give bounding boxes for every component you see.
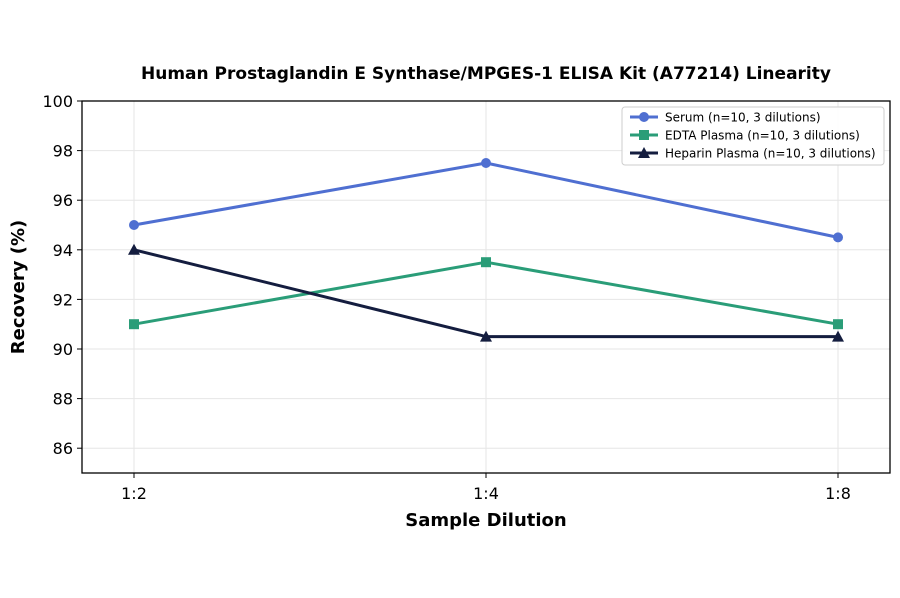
data-point — [128, 243, 140, 255]
y-tick-label: 100 — [42, 92, 73, 111]
x-tick-label: 1:2 — [121, 484, 147, 503]
y-tick-label: 86 — [53, 439, 73, 458]
data-point — [129, 220, 139, 230]
legend-marker — [639, 130, 649, 140]
legend: Serum (n=10, 3 dilutions) EDTA Plasma (n=… — [621, 106, 885, 166]
data-point — [833, 319, 843, 330]
plot-frame — [81, 100, 891, 474]
y-tick-label: 90 — [53, 340, 73, 359]
data-point — [129, 319, 139, 330]
axes: 86 88 90 92 94 96 98 100 1:2 1:4 1:8 — [42, 92, 891, 503]
x-axis-label: Sample Dilution — [405, 510, 566, 531]
x-tick-label: 1:4 — [473, 484, 499, 503]
series-layer — [128, 158, 844, 342]
legend-label: EDTA Plasma (n=10, 3 dilutions) — [665, 129, 860, 143]
data-point — [833, 232, 843, 243]
data-point — [481, 158, 491, 168]
y-tick-label: 94 — [53, 241, 73, 260]
y-tick-label: 98 — [53, 142, 73, 161]
data-point — [832, 330, 844, 342]
x-tick-label: 1:8 — [825, 484, 851, 503]
legend-box — [621, 106, 885, 166]
data-point — [480, 330, 492, 342]
y-tick-label: 92 — [53, 290, 73, 309]
legend-label: Serum (n=10, 3 dilutions) — [665, 111, 821, 125]
chart-title: Human Prostaglandin E Synthase/MPGES-1 E… — [141, 64, 831, 84]
data-point — [481, 257, 491, 268]
y-tick-label: 88 — [53, 390, 73, 409]
y-tick-label: 96 — [53, 191, 73, 210]
legend-label: Heparin Plasma (n=10, 3 dilutions) — [665, 147, 876, 161]
y-axis-label: Recovery (%) — [8, 220, 29, 354]
legend-marker — [638, 147, 650, 158]
legend-marker — [639, 112, 649, 122]
